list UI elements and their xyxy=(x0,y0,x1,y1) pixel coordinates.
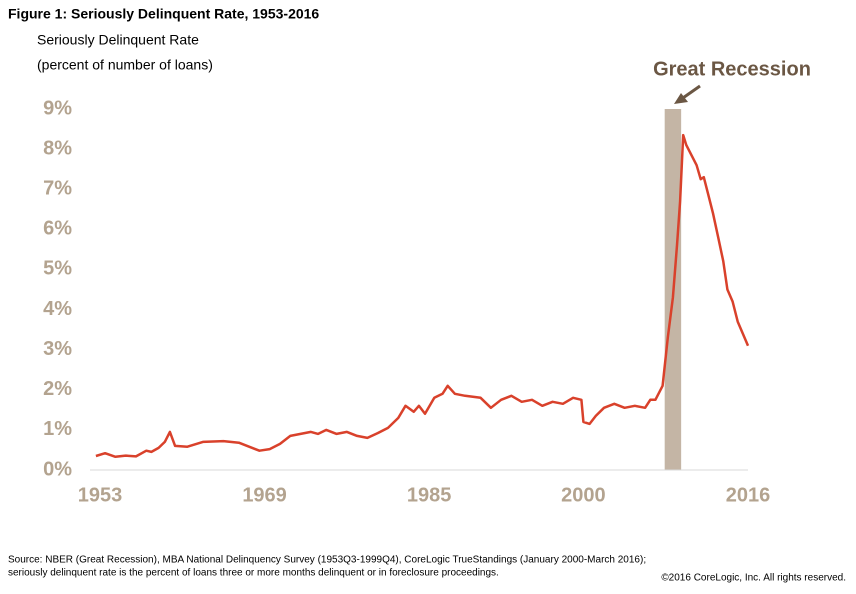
chart-title: Figure 1: Seriously Delinquent Rate, 195… xyxy=(8,6,319,22)
x-tick-label: 1953 xyxy=(78,484,123,506)
annotation-arrowhead xyxy=(674,93,688,104)
y-tick-label: 8% xyxy=(43,137,72,159)
x-tick-label: 1985 xyxy=(407,484,452,506)
source-note: Source: NBER (Great Recession), MBA Nati… xyxy=(8,555,646,566)
y-tick-label: 3% xyxy=(43,338,72,360)
annotation: Great Recession xyxy=(653,58,811,80)
y-tick-label: 7% xyxy=(43,178,72,200)
y-tick-label: 5% xyxy=(43,258,72,280)
y-tick-label: 6% xyxy=(43,218,72,240)
y-tick-label: 1% xyxy=(43,418,72,440)
y-axis-label: Seriously Delinquent Rate xyxy=(37,32,199,48)
copyright: ©2016 CoreLogic, Inc. All rights reserve… xyxy=(661,573,846,584)
y-tick-label: 4% xyxy=(43,298,72,320)
y-axis-label: (percent of number of loans) xyxy=(37,57,213,73)
x-tick-label: 2000 xyxy=(561,484,606,506)
x-tick-label: 1969 xyxy=(242,484,287,506)
y-tick-label: 2% xyxy=(43,378,72,400)
source-note: seriously delinquent rate is the percent… xyxy=(8,568,499,579)
x-tick-label: 2016 xyxy=(726,484,771,506)
y-tick-label: 0% xyxy=(43,458,72,480)
data-line xyxy=(95,133,750,459)
y-tick-label: 9% xyxy=(43,97,72,119)
